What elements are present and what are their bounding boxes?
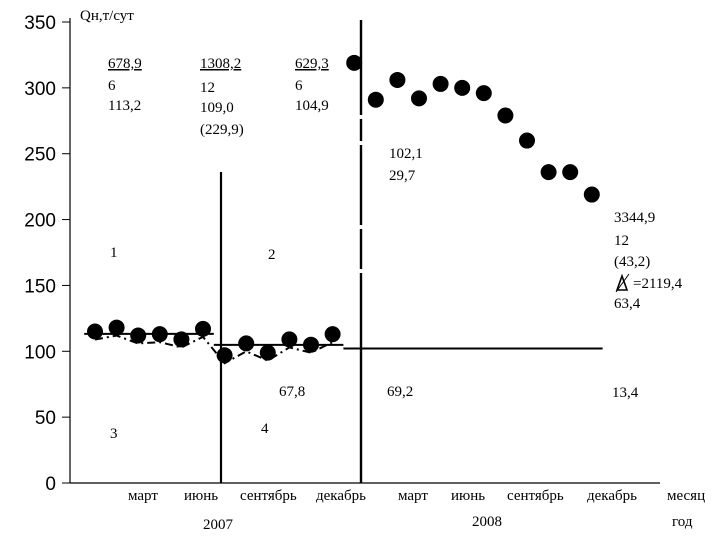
ann-bottom-2: 69,2 bbox=[387, 384, 413, 400]
ann-p1-count: 6 bbox=[108, 78, 116, 94]
ann-2008-count: 12 bbox=[614, 233, 629, 249]
y-tick-label-350: 350 bbox=[24, 13, 56, 34]
data-point-9 bbox=[259, 344, 276, 361]
ann-p1-mean: 113,2 bbox=[108, 98, 141, 114]
region-label-4: 4 bbox=[261, 421, 269, 437]
year-2008: 2008 bbox=[472, 514, 502, 530]
data-points bbox=[87, 54, 600, 364]
y-tick-label-300: 300 bbox=[24, 79, 56, 100]
ann-p2-sum: 629,3 bbox=[295, 56, 329, 72]
x-label-sep-2007: сентябрь bbox=[240, 488, 297, 504]
ann-p2-mean: 104,9 bbox=[295, 98, 329, 114]
x-label-mar-2008: март bbox=[398, 488, 428, 504]
region-label-1: 1 bbox=[110, 245, 118, 261]
data-point-24 bbox=[583, 186, 600, 203]
data-point-15 bbox=[389, 71, 406, 88]
data-point-3 bbox=[130, 327, 147, 344]
region-label-2: 2 bbox=[268, 247, 276, 263]
data-point-2 bbox=[108, 319, 125, 336]
data-point-5 bbox=[173, 331, 190, 348]
x-label-jun-2007: июнь bbox=[184, 488, 218, 504]
data-point-13 bbox=[346, 54, 363, 71]
ann-bottom-3: 13,4 bbox=[612, 385, 639, 401]
year-2007: 2007 bbox=[203, 517, 234, 533]
data-point-8 bbox=[238, 335, 255, 352]
data-point-4 bbox=[151, 326, 168, 343]
ann-2008-mean: 63,4 bbox=[614, 296, 641, 312]
y-tick-label-100: 100 bbox=[24, 342, 56, 363]
ann-p1-sum: 678,9 bbox=[108, 56, 142, 72]
delta-icon bbox=[615, 273, 630, 293]
data-point-6 bbox=[195, 320, 211, 337]
data-point-14 bbox=[367, 91, 384, 108]
y-tick-label-50: 50 bbox=[35, 408, 56, 429]
data-point-17 bbox=[432, 75, 449, 92]
data-point-18 bbox=[454, 79, 471, 96]
ann-total-count: 12 bbox=[200, 80, 215, 96]
data-point-23 bbox=[562, 164, 579, 181]
ann-2008-delta: =2119,4 bbox=[633, 276, 683, 292]
y-tick-label-200: 200 bbox=[24, 211, 56, 232]
y-tick-label-250: 250 bbox=[24, 145, 56, 166]
x-axis-title-month: месяц bbox=[667, 488, 705, 504]
data-point-1 bbox=[87, 323, 103, 340]
data-point-10 bbox=[281, 331, 298, 348]
data-point-12 bbox=[324, 326, 341, 343]
ann-bottom-1: 67,8 bbox=[279, 384, 305, 400]
ann-p3-mean: 102,1 bbox=[389, 146, 423, 162]
ann-total-mean: 109,0 bbox=[200, 100, 234, 116]
ann-total-extra: (229,9) bbox=[200, 122, 244, 138]
x-label-dec-2008: декабрь bbox=[587, 488, 637, 504]
x-label-mar-2007: март bbox=[128, 488, 158, 504]
ann-p2-count: 6 bbox=[295, 78, 303, 94]
data-point-19 bbox=[475, 85, 492, 102]
data-point-11 bbox=[303, 336, 319, 353]
region-label-3: 3 bbox=[110, 426, 118, 442]
data-point-21 bbox=[519, 132, 535, 149]
y-tick-label-150: 150 bbox=[24, 276, 56, 297]
y-axis-title: Qн,т/сут bbox=[80, 8, 134, 24]
ann-p3-dev: 29,7 bbox=[389, 168, 416, 184]
ann-total-sum: 1308,2 bbox=[200, 56, 241, 72]
y-tick-label-0: 0 bbox=[45, 474, 56, 495]
ann-2008-extra: (43,2) bbox=[614, 254, 650, 270]
x-label-jun-2008: июнь bbox=[451, 488, 485, 504]
data-point-16 bbox=[411, 90, 427, 107]
data-point-22 bbox=[540, 164, 557, 181]
data-point-20 bbox=[497, 107, 514, 124]
x-label-dec-2007: декабрь bbox=[316, 488, 366, 504]
x-axis-title-year: год bbox=[672, 514, 693, 530]
x-label-sep-2008: сентябрь bbox=[507, 488, 564, 504]
y-tick-labels: 0 50 100 150 200 250 300 350 bbox=[24, 13, 70, 495]
ann-2008-sum: 3344,9 bbox=[614, 210, 655, 226]
data-point-7 bbox=[216, 347, 233, 364]
